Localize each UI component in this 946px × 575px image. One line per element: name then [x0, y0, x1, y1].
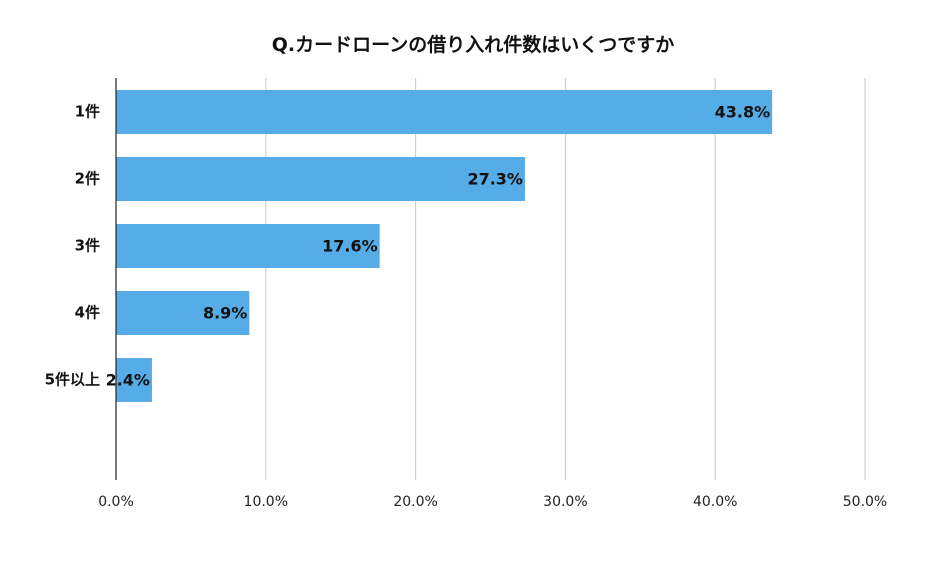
category-label-5: 5件以上: [45, 371, 100, 389]
value-label-2: 27.3%: [467, 170, 523, 189]
value-label-5: 2.4%: [106, 371, 150, 390]
bar-2: [116, 157, 525, 201]
bar-4: [116, 291, 250, 335]
grid-lines: [265, 78, 866, 480]
category-label-2: 2件: [75, 170, 100, 188]
category-label-3: 3件: [75, 237, 100, 255]
value-label-1: 43.8%: [715, 103, 771, 122]
labels: 0.0% 10.0% 20.0% 30.0% 40.0% 50.0% 1件 43.8% 2件 27…: [45, 103, 888, 511]
x-tick-label-4: 40.0%: [693, 494, 737, 510]
bar-3: [116, 224, 380, 268]
x-tick-label-3: 30.0%: [543, 494, 587, 510]
value-label-4: 8.9%: [203, 304, 247, 323]
chart-title: Q.カードローンの借り入れ件数はいくつですか: [271, 34, 675, 56]
x-tick-label-5: 50.0%: [843, 494, 887, 510]
bars: [116, 90, 773, 402]
category-label-4: 4件: [75, 304, 100, 322]
category-label-1: 1件: [75, 103, 100, 121]
x-tick-label-2: 20.0%: [393, 494, 437, 510]
x-tick-label-1: 10.0%: [244, 494, 288, 510]
bar-1: [116, 90, 773, 134]
bar-5: [116, 358, 152, 402]
x-tick-label-0: 0.0%: [98, 494, 134, 510]
value-label-3: 17.6%: [322, 237, 378, 256]
